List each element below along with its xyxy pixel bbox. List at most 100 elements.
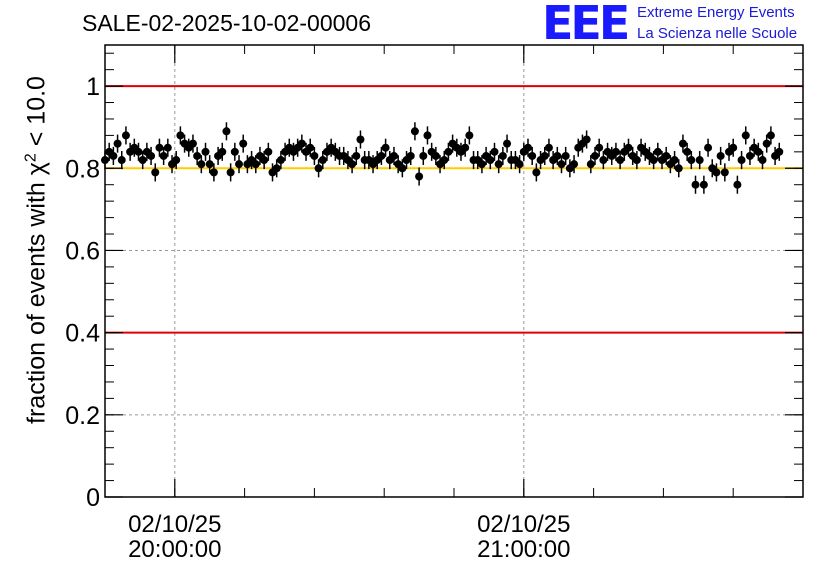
data-point: [109, 151, 118, 160]
plot-frame: [104, 44, 804, 498]
data-point: [176, 131, 185, 140]
data-point: [155, 143, 164, 152]
y-axis-label: fraction of events with χ2 < 10.0: [22, 76, 51, 424]
y-axis-label-symbol: χ: [22, 162, 51, 176]
axis-ticks: [105, 45, 803, 498]
data-point: [515, 160, 524, 169]
data-point: [377, 151, 386, 160]
data-point: [729, 143, 738, 152]
chart-title: SALE-02-2025-10-02-00006: [82, 10, 371, 36]
data-point: [318, 156, 327, 165]
y-tick-label: 0.4: [65, 320, 100, 348]
data-point: [737, 156, 746, 165]
data-point: [356, 135, 365, 144]
data-point: [557, 160, 566, 169]
eee-logo: EEE Extreme Energy Events La Scienza nel…: [540, 0, 836, 46]
data-point: [528, 151, 537, 160]
data-point: [239, 139, 248, 148]
data-point: [477, 160, 486, 169]
data-point: [745, 151, 754, 160]
data-point: [398, 164, 407, 173]
data-point: [561, 151, 570, 160]
grid-lines: [105, 45, 803, 498]
data-points: [101, 122, 784, 194]
data-point: [553, 151, 562, 160]
data-point: [595, 143, 604, 152]
data-point: [544, 143, 553, 152]
data-point: [704, 143, 713, 152]
data-point: [415, 172, 424, 181]
data-point: [201, 147, 210, 156]
data-point: [683, 147, 692, 156]
y-tick-label: 1: [86, 73, 100, 101]
data-point: [678, 139, 687, 148]
data-point: [716, 151, 725, 160]
data-point: [465, 131, 474, 140]
data-point: [616, 156, 625, 165]
data-point: [490, 147, 499, 156]
data-point: [498, 151, 507, 160]
data-point: [691, 180, 700, 189]
data-point: [461, 143, 470, 152]
data-point: [503, 139, 512, 148]
data-point: [381, 143, 390, 152]
data-point: [582, 135, 591, 144]
reference-lines: [105, 85, 803, 334]
data-point: [733, 180, 742, 189]
data-point: [222, 127, 231, 136]
y-tick-labels: 0 0.2 0.4 0.6 0.8 1: [65, 73, 100, 512]
y-axis-label-sup: 2: [22, 153, 40, 163]
data-point: [419, 151, 428, 160]
data-point: [138, 156, 147, 165]
data-point: [117, 156, 126, 165]
data-point: [147, 151, 156, 160]
data-point: [306, 143, 315, 152]
data-point: [272, 164, 281, 173]
data-point: [586, 160, 595, 169]
logo-line-2: La Scienza nelle Scuole: [637, 25, 798, 42]
data-point: [599, 156, 608, 165]
data-point: [251, 160, 260, 169]
data-point: [389, 151, 398, 160]
data-point: [670, 156, 679, 165]
data-point: [121, 131, 130, 140]
data-point: [720, 168, 729, 177]
data-point: [440, 156, 449, 165]
data-point: [486, 156, 495, 165]
data-point: [410, 127, 419, 136]
data-point: [687, 156, 696, 165]
data-point: [662, 151, 671, 160]
y-axis-label-prefix: fraction of events with: [22, 175, 51, 424]
data-point: [193, 151, 202, 160]
data-point: [134, 147, 143, 156]
data-point: [494, 160, 503, 169]
data-point: [775, 147, 784, 156]
data-point: [159, 151, 168, 160]
data-point: [260, 156, 269, 165]
data-point: [348, 160, 357, 169]
data-point: [754, 147, 763, 156]
data-point: [235, 160, 244, 169]
data-point: [172, 156, 181, 165]
data-point: [632, 156, 641, 165]
x-tick-label-date: 02/10/25: [128, 511, 221, 538]
data-point: [226, 168, 235, 177]
y-tick-label: 0: [86, 484, 100, 512]
data-point: [540, 151, 549, 160]
data-point: [758, 156, 767, 165]
data-point: [297, 139, 306, 148]
y-tick-label: 0.2: [65, 402, 100, 430]
data-point: [163, 143, 172, 152]
data-point: [188, 139, 197, 148]
data-point: [218, 147, 227, 156]
data-point: [352, 151, 361, 160]
data-point: [209, 168, 218, 177]
data-point: [695, 156, 704, 165]
y-tick-label: 0.8: [65, 155, 100, 183]
data-point: [653, 147, 662, 156]
data-point: [310, 151, 319, 160]
data-point: [406, 151, 415, 160]
data-point: [741, 131, 750, 140]
